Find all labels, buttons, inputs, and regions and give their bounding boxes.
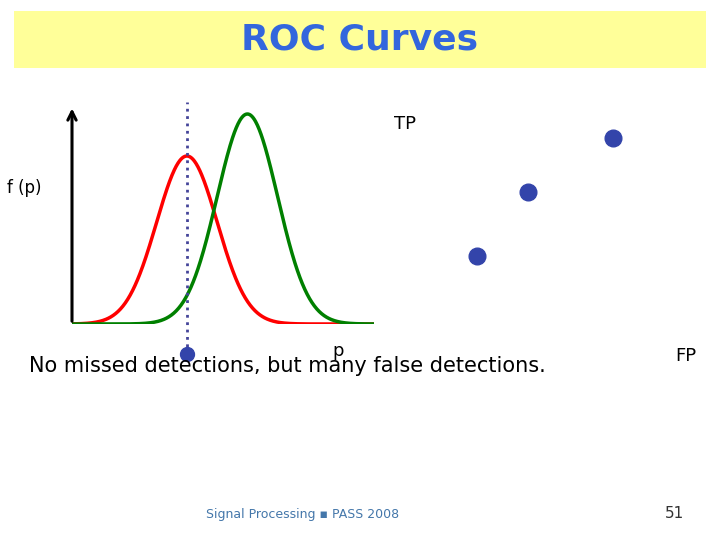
Text: TP: TP (395, 116, 416, 133)
Text: 51: 51 (665, 506, 684, 521)
Text: Signal Processing ▪ PASS 2008: Signal Processing ▪ PASS 2008 (206, 508, 399, 521)
Text: p: p (333, 342, 344, 360)
Text: f (p): f (p) (7, 179, 42, 197)
Text: ROC Curves: ROC Curves (241, 23, 479, 56)
Text: No missed detections, but many false detections.: No missed detections, but many false det… (29, 356, 546, 376)
Text: FP: FP (675, 347, 697, 364)
